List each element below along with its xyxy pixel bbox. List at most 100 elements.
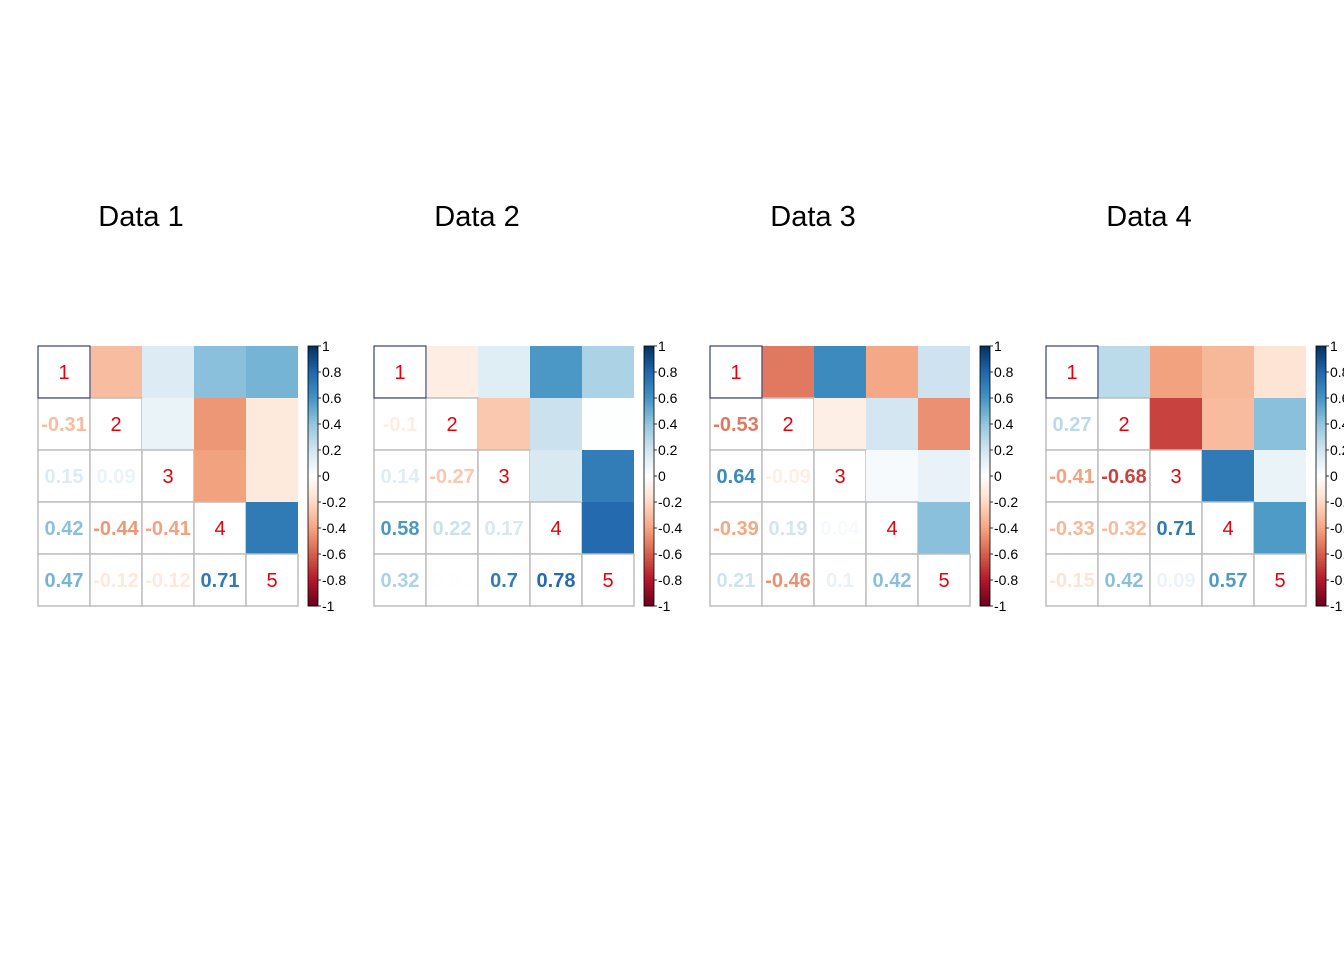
cell-diagonal: [761, 397, 815, 451]
cell-highlight-border: [373, 345, 427, 399]
colorbar-segment: [308, 541, 318, 545]
colorbar-segment: [308, 405, 318, 409]
colorbar-segment: [644, 421, 654, 425]
colorbar-segment: [980, 426, 990, 430]
colorbar-segment: [308, 364, 318, 368]
cell-color-square: [530, 450, 582, 502]
colorbar-segment: [1316, 499, 1326, 503]
colorbar-segment: [1316, 361, 1326, 365]
colorbar-tick-label: 0: [658, 468, 666, 484]
colorbar-segment: [1316, 502, 1326, 506]
colorbar-segment: [308, 382, 318, 386]
correlation-value: 0.1: [826, 570, 854, 592]
colorbar-segment: [644, 395, 654, 399]
cell-color-square: [194, 398, 246, 450]
colorbar-segment: [644, 408, 654, 412]
colorbar-tick-label: -0.6: [322, 546, 346, 562]
cell-diagonal: [245, 553, 299, 607]
colorbar-segment: [308, 528, 318, 532]
colorbar-segment: [1316, 465, 1326, 469]
colorbar-segment: [1316, 473, 1326, 477]
cell-number: [89, 501, 143, 555]
variable-label: 1: [394, 362, 405, 384]
colorbar-tick-label: 0: [994, 468, 1002, 484]
colorbar-tick-label: -0.6: [658, 546, 682, 562]
colorbar-segment: [644, 535, 654, 539]
colorbar-segment: [980, 535, 990, 539]
colorbar-segment: [308, 390, 318, 394]
colorbar-tick-label: -0.8: [1330, 572, 1344, 588]
colorbar-segment: [644, 418, 654, 422]
variable-label: 5: [602, 570, 613, 592]
colorbar-segment: [644, 398, 654, 402]
colorbar-segment: [308, 444, 318, 448]
colorbar-segment: [308, 530, 318, 534]
colorbar-segment: [980, 421, 990, 425]
colorbar-segment: [644, 556, 654, 560]
colorbar-segment: [644, 364, 654, 368]
colorbar-segment: [980, 468, 990, 472]
colorbar-segment: [980, 439, 990, 443]
colorbar-tick-label: -1: [1330, 598, 1343, 614]
colorbar-segment: [308, 476, 318, 480]
colorbar-segment: [308, 452, 318, 456]
correlation-value: -0.15: [1049, 570, 1095, 592]
colorbar-segment: [644, 585, 654, 589]
colorbar-segment: [980, 530, 990, 534]
colorbar-segment: [1316, 582, 1326, 586]
colorbar-segment: [1316, 507, 1326, 511]
colorbar-segment: [1316, 590, 1326, 594]
colorbar-tick-label: 0.6: [322, 390, 342, 406]
colorbar-segment: [980, 418, 990, 422]
colorbar-segment: [308, 403, 318, 407]
cell-color-square: [246, 346, 298, 398]
colorbar-segment: [644, 476, 654, 480]
cell-number: [37, 397, 91, 451]
colorbar-segment: [980, 465, 990, 469]
correlation-value: 0.7: [490, 570, 518, 592]
colorbar-segment: [644, 439, 654, 443]
colorbar-segment: [1316, 491, 1326, 495]
colorbar-segment: [1316, 554, 1326, 558]
colorbar-segment: [644, 551, 654, 555]
colorbar-segment: [308, 359, 318, 363]
cell-color-square: [246, 502, 298, 554]
colorbar-segment: [980, 515, 990, 519]
colorbar-segment: [308, 520, 318, 524]
cell-number: [477, 501, 531, 555]
colorbar-segment: [644, 543, 654, 547]
colorbar-segment: [308, 437, 318, 441]
colorbar-segment: [980, 353, 990, 357]
colorbar-segment: [1316, 481, 1326, 485]
cell-color-square: [1254, 502, 1306, 554]
cell-number: [425, 501, 479, 555]
colorbar-segment: [308, 580, 318, 584]
colorbar-segment: [980, 356, 990, 360]
colorbar-tick-label: 1: [322, 338, 330, 354]
colorbar-segment: [980, 528, 990, 532]
colorbar-segment: [980, 452, 990, 456]
colorbar-segment: [308, 577, 318, 581]
colorbar-segment: [308, 551, 318, 555]
colorbar-segment: [644, 400, 654, 404]
colorbar-segment: [980, 567, 990, 571]
panel-1: Data 11-0.31 20.15 0.09 30.42 -0.44 -0.41 40.4…: [37, 201, 346, 614]
colorbar-segment: [644, 525, 654, 529]
colorbar-segment: [1316, 356, 1326, 360]
colorbar-segment: [308, 486, 318, 490]
colorbar-segment: [1316, 496, 1326, 500]
colorbar-segment: [1316, 603, 1326, 607]
colorbar-segment: [644, 359, 654, 363]
colorbar-segment: [980, 559, 990, 563]
cell-number: [709, 449, 763, 503]
colorbar-segment: [980, 437, 990, 441]
correlation-value: 0.17: [485, 518, 524, 540]
cell-diagonal: [141, 449, 195, 503]
variable-label: 1: [58, 362, 69, 384]
colorbar-segment: [980, 424, 990, 428]
colorbar-segment: [644, 460, 654, 464]
colorbar-segment: [980, 587, 990, 591]
cell-color-square: [90, 346, 142, 398]
colorbar-segment: [1316, 434, 1326, 438]
colorbar-segment: [1316, 369, 1326, 373]
